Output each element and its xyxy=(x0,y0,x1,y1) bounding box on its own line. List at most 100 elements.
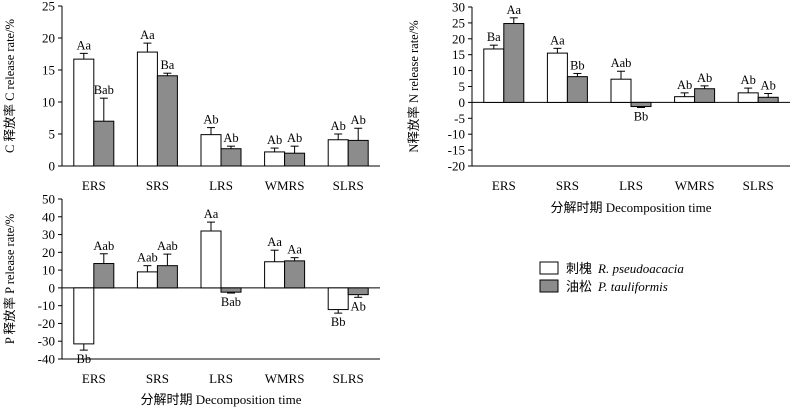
x-tick-label: SLRS xyxy=(743,178,774,193)
bar xyxy=(503,23,525,103)
data-label: Ab xyxy=(761,78,776,92)
x-tick-label: LRS xyxy=(209,178,233,193)
x-tick-label: SRS xyxy=(556,178,579,193)
y-tick-label: -20 xyxy=(448,159,465,174)
y-tick-label: -5 xyxy=(454,111,465,126)
legend-swatch-robinia xyxy=(539,261,559,275)
data-label: Aa xyxy=(507,3,522,17)
y-tick-label: 20 xyxy=(452,31,465,46)
bar xyxy=(483,48,505,103)
data-label: Ab xyxy=(697,71,712,85)
x-tick-label: ERS xyxy=(82,178,106,193)
data-label: Ab xyxy=(287,131,302,145)
data-label: Aab xyxy=(93,239,114,253)
data-label: Aa xyxy=(550,33,565,47)
bar xyxy=(674,96,696,103)
y-tick-label: -20 xyxy=(38,316,55,331)
y-tick-label: 5 xyxy=(49,127,56,142)
bar xyxy=(93,120,115,167)
y-axis-label: N释放率 N release rate/% xyxy=(406,20,421,152)
y-tick-label: 20 xyxy=(42,31,55,46)
x-axis-label: 分解时期 Decomposition time xyxy=(140,392,301,407)
y-tick-label: 10 xyxy=(452,63,465,78)
bar xyxy=(610,78,632,103)
data-label: Ab xyxy=(741,73,756,87)
legend: 刺槐 R. pseudoacacia 油松 P. tauliformis xyxy=(539,261,684,294)
y-tick-label: 40 xyxy=(42,209,55,224)
data-label: Ab xyxy=(203,113,218,127)
x-tick-label: LRS xyxy=(619,178,643,193)
data-label: Bab xyxy=(94,83,114,97)
legend-label-pinus-cn: 油松 xyxy=(566,279,592,294)
data-label: Bb xyxy=(331,315,346,329)
panel-p-release-rate: -40 -30 -20 -10 0 10 20 30 40 50 P 释放率 P release r… xyxy=(2,192,380,407)
x-tick-label: SRS xyxy=(146,371,169,386)
bar xyxy=(220,148,242,167)
bar xyxy=(264,261,286,289)
bar xyxy=(220,287,242,293)
y-tick-label: -15 xyxy=(448,143,465,158)
x-tick-label: SRS xyxy=(146,178,169,193)
bar xyxy=(630,101,652,108)
y-tick-label: 5 xyxy=(459,79,466,94)
data-label: Ba xyxy=(487,30,501,44)
y-tick-label: 15 xyxy=(42,63,55,78)
data-label: Ab xyxy=(267,133,282,147)
y-tick-label: 30 xyxy=(42,227,55,242)
x-tick-label: SLRS xyxy=(333,178,364,193)
x-tick-label: LRS xyxy=(209,371,233,386)
legend-label-robinia-latin: R. pseudoacacia xyxy=(597,261,684,276)
data-label: Aa xyxy=(140,28,155,42)
x-tick-label: WMRS xyxy=(265,371,305,386)
data-label: Aab xyxy=(157,239,178,253)
data-label: Bab xyxy=(221,295,241,309)
y-axis-label: P 释放率 P release rate/% xyxy=(2,214,17,344)
bar xyxy=(156,265,178,289)
legend-label-pinus-latin: P. tauliformis xyxy=(597,279,668,294)
bar xyxy=(737,92,759,103)
bar xyxy=(284,260,306,289)
y-tick-label: -40 xyxy=(38,352,55,367)
data-label: Aa xyxy=(267,235,282,249)
data-label: Ba xyxy=(160,58,174,72)
bar xyxy=(347,139,369,167)
data-label: Aa xyxy=(287,243,302,257)
y-tick-label: 10 xyxy=(42,95,55,110)
bar xyxy=(73,58,95,167)
x-tick-label: ERS xyxy=(82,371,106,386)
data-label: Bb xyxy=(77,352,92,366)
data-label: Aa xyxy=(77,38,92,52)
y-tick-label: 50 xyxy=(42,192,55,207)
bar xyxy=(347,287,369,296)
data-label: Ab xyxy=(677,78,692,92)
y-axis-label: C 释放率 C release rate/% xyxy=(2,19,17,153)
bar xyxy=(73,287,95,345)
y-tick-label: 25 xyxy=(42,0,55,14)
data-label: Aab xyxy=(137,251,158,265)
data-label: Bb xyxy=(570,58,585,72)
bar xyxy=(546,52,568,103)
data-label: Ab xyxy=(351,113,366,127)
data-label: Aab xyxy=(611,56,632,70)
data-label: Ab xyxy=(351,299,366,313)
bar xyxy=(136,51,158,167)
y-tick-label: 20 xyxy=(42,245,55,260)
data-label: Aa xyxy=(204,207,219,221)
bar xyxy=(200,134,222,167)
legend-label-robinia-cn: 刺槐 xyxy=(566,261,592,276)
y-tick-label: 0 xyxy=(49,280,56,295)
bar xyxy=(264,151,286,167)
data-label: Bb xyxy=(634,109,649,123)
x-tick-label: WMRS xyxy=(265,178,305,193)
bar xyxy=(566,76,588,103)
panel-c-release-rate: 0 5 10 15 20 25 C 释放率 C release rate/% ERS Aa Bab… xyxy=(2,0,380,193)
y-tick-label: -10 xyxy=(38,298,55,313)
y-tick-label: 25 xyxy=(452,15,465,30)
bar xyxy=(93,263,115,289)
bar xyxy=(694,88,716,103)
bar xyxy=(327,139,349,167)
bar xyxy=(136,271,158,289)
data-label: Ab xyxy=(331,119,346,133)
legend-swatch-pinus xyxy=(539,279,559,293)
